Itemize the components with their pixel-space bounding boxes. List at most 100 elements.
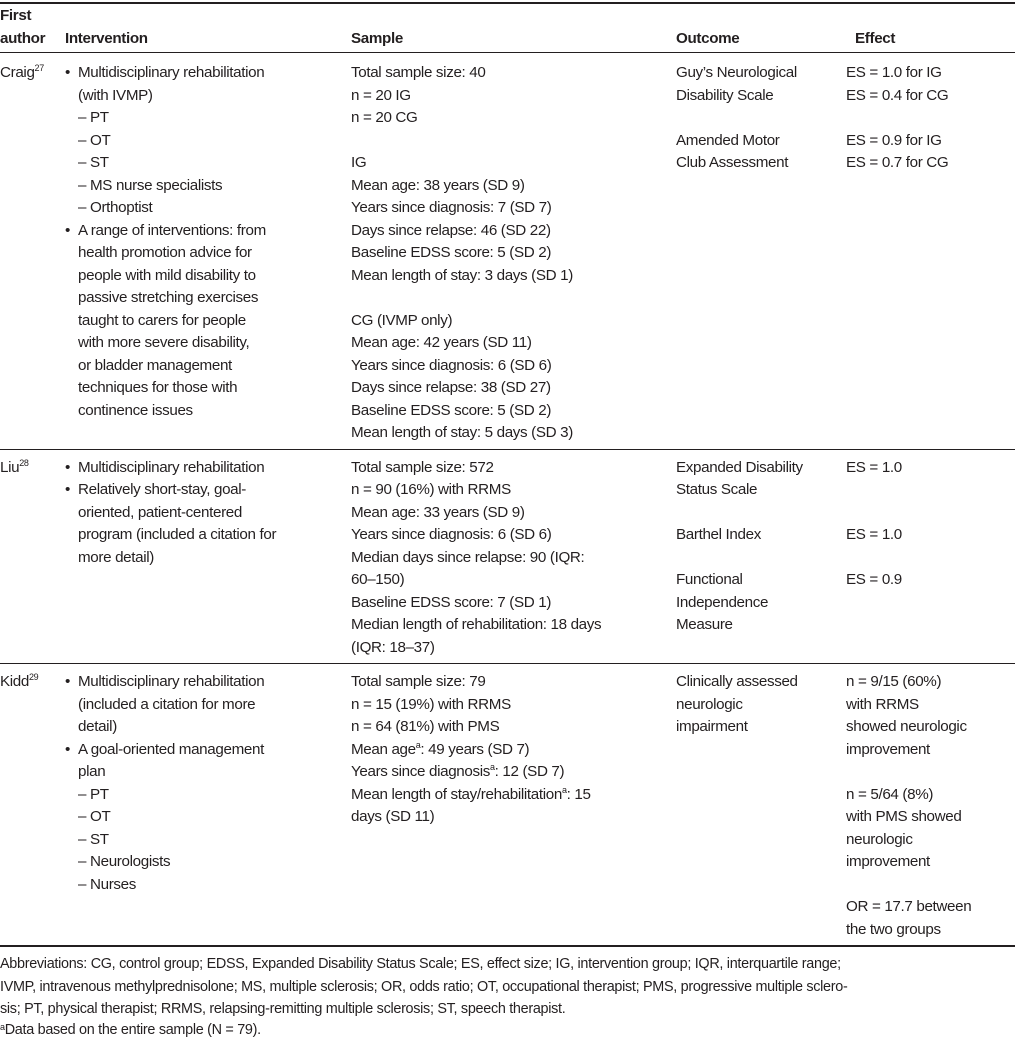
- sample-line: CG (IVMP only): [351, 310, 573, 333]
- author-name: Kidd29: [0, 671, 39, 694]
- sample-text: n = 20 CG: [351, 109, 418, 126]
- footnote-marker: a: [0, 1021, 5, 1032]
- footnote-marker: a: [415, 739, 421, 750]
- intervention-line: taught to carers for people: [65, 310, 266, 333]
- sample-text: Baseline EDSS score: 5 (SD 2): [351, 244, 552, 261]
- sample-text: Years since diagnosis: [351, 763, 490, 780]
- sample-line: Mean agea: 49 years (SD 7): [351, 739, 591, 762]
- sample-line: Baseline EDSS score: 7 (SD 1): [351, 592, 601, 615]
- outcome-cell: Clinically assessed neurologic impairment: [676, 671, 798, 739]
- author-name: Liu28: [0, 457, 29, 480]
- author-cell: Liu28: [0, 457, 29, 480]
- outcome-line: Functional: [676, 569, 803, 592]
- intervention-line: – ST: [65, 829, 264, 852]
- intervention-line: or bladder management: [65, 355, 266, 378]
- effect-text: ES = 1.0: [846, 458, 902, 476]
- table-footnotes: Abbreviations: CG, control group; EDSS, …: [0, 953, 1015, 1039]
- sample-text: n = 20 IG: [351, 86, 411, 104]
- effect-line: [846, 502, 902, 525]
- sample-text: Years since diagnosis: 6 (SD 6): [351, 526, 552, 543]
- outcome-line: neurologic: [676, 694, 798, 717]
- sample-text: Days since relapse: 46 (SD 22): [351, 221, 551, 239]
- bullet-icon: •: [65, 673, 70, 690]
- effect-line: ES = 0.9 for IG: [846, 130, 948, 153]
- effect-line: the two groups: [846, 919, 971, 942]
- intervention-line: more detail): [65, 547, 276, 570]
- effect-text: improvement: [846, 853, 930, 870]
- sample-line: [351, 287, 573, 310]
- effect-line: improvement: [846, 851, 971, 874]
- sample-line: Mean age: 38 years (SD 9): [351, 175, 573, 198]
- outcome-line: [676, 107, 797, 130]
- outcome-line: Disability Scale: [676, 85, 797, 108]
- outcome-line: [676, 502, 803, 525]
- effect-line: [846, 547, 902, 570]
- intervention-cell: • Multidisciplinary rehabilitation (includ…: [65, 671, 265, 897]
- intervention-text: or bladder management: [78, 356, 232, 374]
- intervention-line: – Orthoptist: [65, 197, 266, 220]
- intervention-line: program (included a citation for: [65, 524, 277, 547]
- sample-text-after: : 12 (SD 7): [494, 763, 565, 780]
- sample-text: Mean age: 42 years (SD 11): [351, 334, 532, 351]
- sample-text: Median length of rehabilitation: 18 days: [351, 616, 602, 633]
- outcome-text: Amended Motor: [676, 131, 780, 149]
- intervention-line: (included a citation for more: [65, 694, 264, 717]
- sample-line: 60–150): [351, 569, 601, 592]
- intervention-text: A range of interventions: from: [78, 221, 266, 239]
- table-header: First author Intervention Sample Outcome…: [0, 5, 1015, 51]
- effect-line: showed neurologic: [846, 716, 971, 739]
- outcome-cell: Guy’s Neurological Disability Scale Amende…: [676, 62, 797, 175]
- outcome-line: Amended Motor: [676, 130, 797, 153]
- author-cell: Kidd29: [0, 671, 39, 694]
- sample-line: Mean length of stay/rehabilitationa: 15: [351, 784, 591, 807]
- footnote-a: aData based on the entire sample (N = 79…: [0, 1021, 1015, 1039]
- sample-line: Days since relapse: 46 (SD 22): [351, 220, 573, 243]
- sample-line: Years since diagnosisa: 12 (SD 7): [351, 761, 591, 784]
- intervention-text: Multidisciplinary rehabilitation: [78, 673, 265, 690]
- author-text: Liu: [0, 458, 20, 476]
- sample-text: (IQR: 18–37): [351, 638, 435, 656]
- outcome-line: Expanded Disability: [676, 457, 803, 480]
- sample-text: n = 90 (16%) with RRMS: [351, 481, 511, 498]
- outcome-text: Measure: [676, 616, 733, 633]
- effect-line: ES = 0.9: [846, 569, 902, 592]
- sample-text: n = 64 (81%) with PMS: [351, 718, 500, 735]
- reference-number: 29: [29, 672, 39, 682]
- intervention-line: – Nurses: [65, 874, 264, 897]
- intervention-line: – OT: [65, 130, 266, 153]
- dash-icon: –: [78, 109, 87, 126]
- effect-line: n = 5/64 (8%): [846, 784, 971, 807]
- effect-line: ES = 1.0 for IG: [846, 62, 948, 85]
- sample-line: Baseline EDSS score: 5 (SD 2): [351, 242, 573, 265]
- intervention-text: OT: [90, 131, 111, 149]
- outcome-line: impairment: [676, 716, 798, 739]
- sample-line: (IQR: 18–37): [351, 637, 601, 660]
- sample-text-after: : 49 years (SD 7): [420, 740, 530, 758]
- sample-text: Mean length of stay/rehabilitation: [351, 785, 562, 803]
- table-row: Craig27 • Multidisciplinary rehabilitation…: [0, 53, 1015, 449]
- bullet-icon: •: [65, 740, 70, 758]
- sample-text: Days since relapse: 38 (SD 27): [351, 379, 551, 396]
- dash-icon: –: [78, 875, 87, 893]
- bullet-icon: •: [65, 481, 70, 498]
- sample-text: Total sample size: 79: [351, 673, 486, 690]
- effect-line: ES = 0.7 for CG: [846, 152, 949, 175]
- intervention-text: oriented, patient-centered: [78, 503, 242, 521]
- sample-text: Mean age: 33 years (SD 9): [351, 503, 525, 521]
- sample-line: Mean age: 42 years (SD 11): [351, 332, 573, 355]
- effect-text: with PMS showed: [846, 808, 962, 825]
- sample-line: n = 64 (81%) with PMS: [351, 716, 591, 739]
- intervention-text: Neurologists: [90, 853, 171, 870]
- effect-text: ES = 1.0: [846, 526, 902, 543]
- intervention-text: continence issues: [78, 401, 193, 419]
- outcome-text: Club Assessment: [676, 154, 789, 171]
- effect-text: ES = 0.4 for CG: [846, 86, 949, 104]
- intervention-text: more detail): [78, 548, 154, 566]
- dash-icon: –: [78, 199, 87, 216]
- intervention-text: Multidisciplinary rehabilitation: [78, 64, 265, 81]
- intervention-line: (with IVMP): [65, 85, 266, 108]
- sample-line: Baseline EDSS score: 5 (SD 2): [351, 400, 573, 423]
- effect-text: OR = 17.7 between: [846, 898, 972, 915]
- intervention-line: techniques for those with: [65, 377, 266, 400]
- row-rule: [0, 945, 1015, 947]
